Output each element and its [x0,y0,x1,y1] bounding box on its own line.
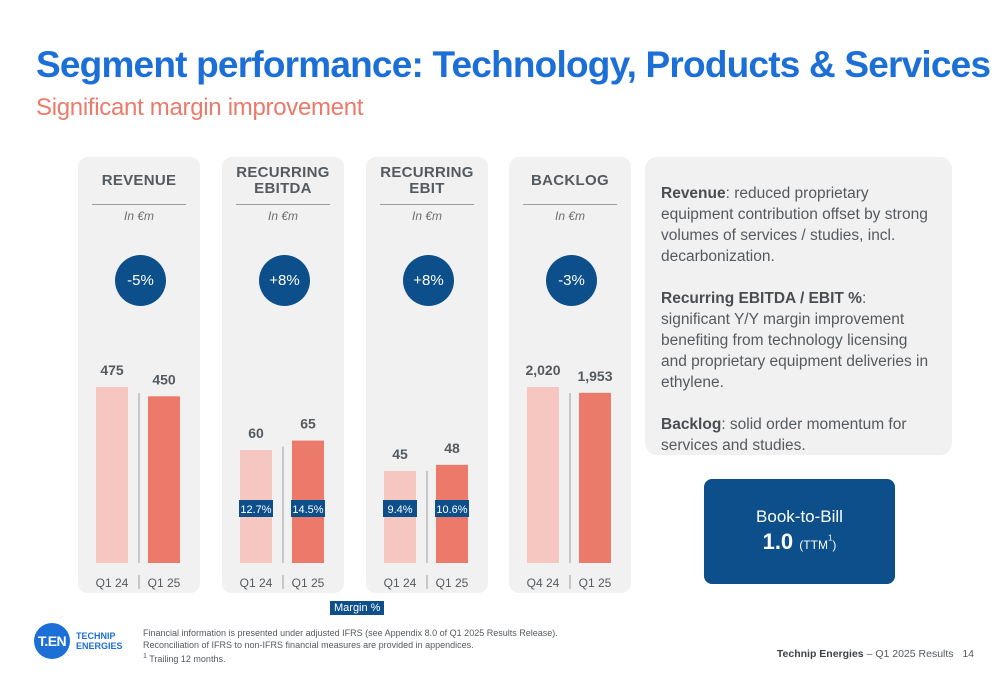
value-label: 1,953 [577,368,612,384]
chart-panel-recurring-ebit: RECURRING EBIT In €m +8% 45 Q1 24 9.4% 48 Q1… [366,157,488,593]
value-label: 48 [444,440,460,456]
margin-label: 14.5% [292,504,323,516]
value-label: 475 [100,362,124,378]
chart-title: REVENUE [101,172,177,189]
footnotes: Financial information is presented under… [143,628,558,666]
unit-label: In €m [411,209,442,223]
page-footer: Technip Energies – Q1 2025 Results 14 [776,648,974,660]
title-divider [523,204,617,205]
chart-panel-revenue: REVENUE In €m -5% 475 Q1 24 450 Q1 25 [78,157,200,593]
title-divider [92,204,186,205]
bar-q1-25 [579,392,611,563]
logo-wordmark: TECHNIP ENERGIES [76,631,123,651]
category-label: Q1 25 [148,576,181,590]
footer-report: Q1 2025 Results [875,648,954,660]
commentary-box: Revenue: reduced proprietary equipment c… [645,157,952,455]
change-badge: +8% [403,255,454,306]
category-label: Q1 25 [579,576,612,590]
unit-label: In €m [554,209,585,223]
chart-title: RECURRING EBITDA [236,164,330,197]
margin-box [239,500,273,517]
bar-chart-backlog: 2,020 Q4 24 1,953 Q1 25 [525,362,612,590]
category-label: Q1 25 [436,576,469,590]
book-to-bill-value: 1.0 (TTM1) [762,529,837,554]
chart-title: RECURRING EBIT [380,164,474,197]
margin-label: 10.6% [436,504,467,516]
footnote-line: Reconciliation of IFRS to non-IFRS finan… [143,639,474,650]
footnote-line: Financial information is presented under… [143,628,558,638]
unit-label: In €m [123,209,154,223]
company-logo: T.EN TECHNIP ENERGIES [34,623,134,663]
value-label: 65 [300,416,316,432]
commentary-margin: Recurring EBITDA / EBIT %: significant Y… [661,290,929,391]
book-to-bill-label: Book-to-Bill [756,507,843,526]
category-label: Q1 24 [240,576,273,590]
category-label: Q1 24 [384,576,417,590]
bar-q1-25 [148,396,180,563]
book-to-bill-card: Book-to-Bill 1.0 (TTM1) [704,479,895,584]
page-title: Segment performance: Technology, Product… [36,44,991,85]
change-badge: -5% [115,255,166,306]
logo-mark: T.EN [34,623,70,659]
margin-label: 12.7% [240,504,271,516]
margin-label: 9.4% [387,504,412,516]
category-label: Q1 25 [292,576,325,590]
commentary-backlog: Backlog: solid order momentum for servic… [661,416,907,454]
change-badge: +8% [259,255,310,306]
title-divider [236,204,330,205]
chart-panel-backlog: BACKLOG In €m -3% 2,020 Q4 24 1,953 Q1 25 [509,157,631,593]
page-subtitle: Significant margin improvement [36,94,364,121]
chart-panel-recurring-ebitda: RECURRING EBITDA In €m +8% 60 Q1 24 12.7% 6… [222,157,344,593]
bar-q1-24 [96,387,128,563]
category-label: Q1 24 [96,576,129,590]
value-label: 45 [392,446,408,462]
chart-title: BACKLOG [531,172,609,189]
commentary-revenue: Revenue: reduced proprietary equipment c… [661,185,928,265]
bar-q4-24 [527,387,559,563]
page-number: 14 [962,648,974,660]
margin-box [291,500,325,517]
bar-chart-recurring-ebit: 45 Q1 24 9.4% 48 Q1 25 10.6% [383,440,469,590]
margin-box [383,500,417,517]
change-badge: -3% [546,255,597,306]
category-label: Q4 24 [527,576,560,590]
footnote-line: 1 Trailing 12 months. [143,653,226,664]
title-divider [380,204,474,205]
value-label: 450 [152,371,176,387]
bar-chart-recurring-ebitda: 60 Q1 24 12.7% 65 Q1 25 14.5% [239,416,325,590]
value-label: 2,020 [525,362,560,378]
unit-label: In €m [267,209,298,223]
bar-chart-revenue: 475 Q1 24 450 Q1 25 [96,362,181,590]
footer-company: Technip Energies [776,648,864,660]
value-label: 60 [248,425,264,441]
margin-box [435,500,469,517]
margin-legend: Margin % [330,601,385,615]
